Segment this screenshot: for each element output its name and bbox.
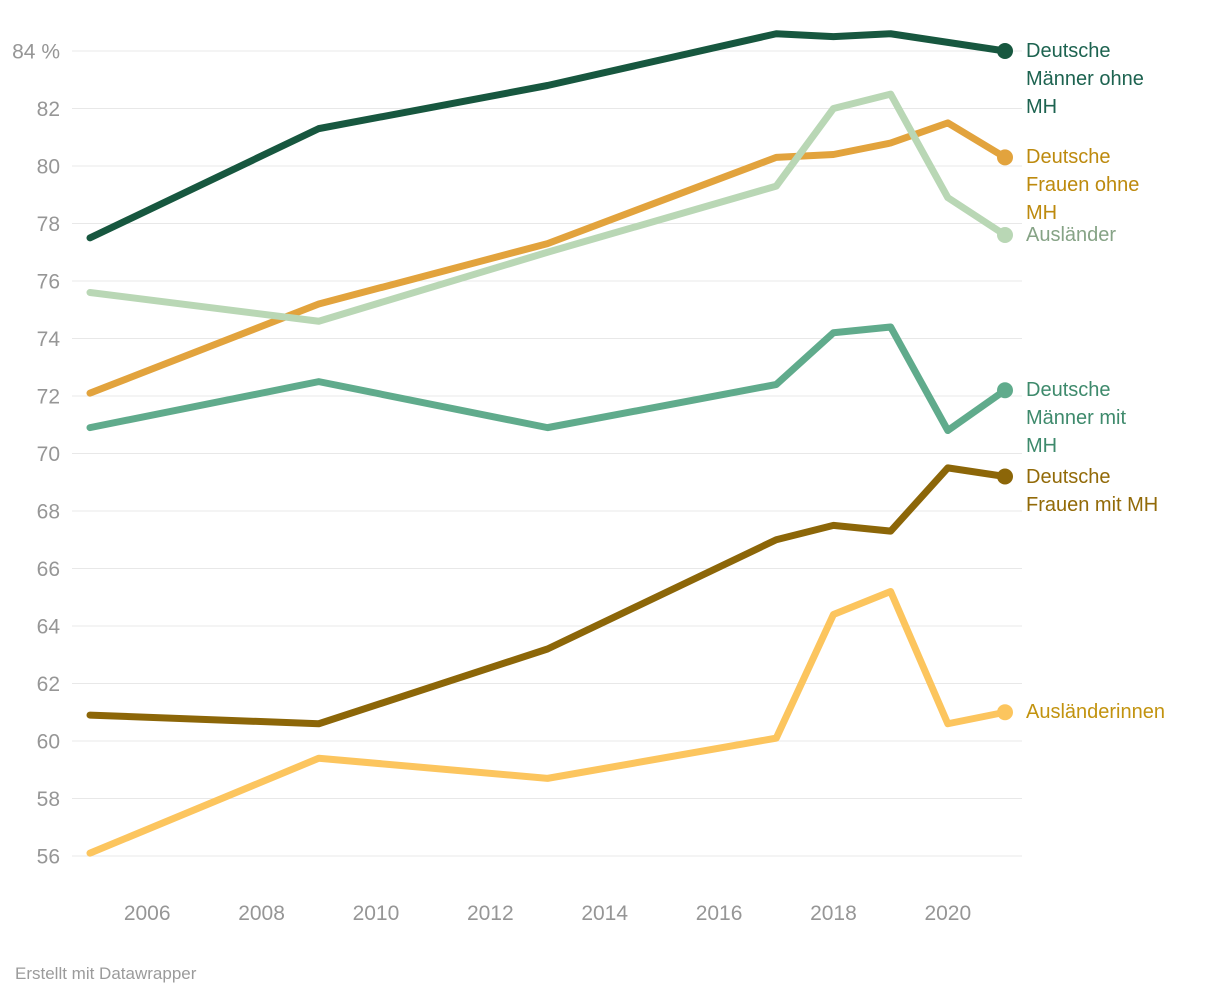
- legend-label-line: Deutsche: [1026, 379, 1111, 402]
- legend-label-line: MH: [1026, 435, 1058, 458]
- series-line-deutsche-maenner-mit-mh[interactable]: [86, 323, 1009, 434]
- series-endpoint-deutsche-frauen-mit-mh[interactable]: [997, 468, 1013, 485]
- y-axis-tick-label: 72: [37, 386, 60, 409]
- y-axis-tick-label: 74: [37, 328, 61, 351]
- series-endpoint-deutsche-frauen-ohne-mh[interactable]: [997, 149, 1013, 166]
- series-line-deutsche-frauen-ohne-mh[interactable]: [86, 119, 1009, 397]
- y-axis-tick-label: 80: [37, 156, 60, 179]
- series-line-deutsche-maenner-ohne-mh[interactable]: [86, 30, 1009, 242]
- series-endpoint-auslaenderinnen[interactable]: [997, 704, 1013, 721]
- legend-label-deutsche-maenner-mit-mh: Deutsche Männer mit MH: [1026, 376, 1126, 460]
- x-axis-tick-label-2006: 2006: [124, 902, 171, 925]
- legend-label-line: Deutsche: [1026, 465, 1111, 488]
- y-axis-tick-label: 76: [37, 271, 60, 294]
- x-axis-tick-label-2020: 2020: [924, 902, 971, 925]
- legend-label-line: Männer ohne: [1026, 68, 1144, 90]
- y-axis-tick-label: 78: [37, 213, 60, 236]
- legend-label-deutsche-maenner-ohne-mh: Deutsche Männer ohne MH: [1026, 37, 1144, 121]
- y-axis-tick-label: 60: [37, 731, 60, 754]
- series-endpoint-deutsche-maenner-mit-mh[interactable]: [997, 382, 1013, 399]
- y-axis-tick-label: 62: [37, 673, 60, 696]
- x-axis-tick-label-2008: 2008: [238, 902, 285, 925]
- legend-label-auslaender: Ausländer: [1026, 221, 1116, 249]
- legend-label-line: Deutsche: [1026, 146, 1111, 169]
- y-axis-tick-label: 68: [37, 501, 60, 524]
- y-axis-tick-label: 84 %: [12, 41, 60, 64]
- attribution: Erstellt mit Datawrapper: [15, 964, 197, 983]
- legend-label-line: Ausländer: [1026, 224, 1117, 246]
- x-axis-tick-label-2014: 2014: [581, 902, 628, 925]
- y-axis-tick-label: 64: [37, 616, 61, 639]
- legend-label-line: Männer mit: [1026, 407, 1127, 430]
- series-line-auslaender[interactable]: [86, 90, 1009, 325]
- x-axis-tick-label-2010: 2010: [353, 902, 400, 925]
- series-endpoint-auslaender[interactable]: [997, 227, 1013, 243]
- legend-label-line: Frauen mit MH: [1026, 493, 1159, 516]
- y-axis-tick-label: 66: [37, 558, 60, 581]
- legend-label-auslaenderinnen: Ausländerinnen: [1026, 698, 1165, 726]
- series-line-deutsche-frauen-mit-mh[interactable]: [86, 464, 1009, 728]
- legend-label-line: Deutsche: [1026, 40, 1111, 62]
- legend-label-line: MH: [1026, 202, 1058, 225]
- x-axis-tick-label-2016: 2016: [696, 902, 743, 925]
- x-axis-tick-label-2018: 2018: [810, 902, 857, 925]
- y-axis-tick-label: 82: [37, 98, 60, 121]
- legend-label-line: MH: [1026, 96, 1058, 118]
- legend-label-line: Frauen ohne: [1026, 174, 1140, 197]
- y-axis-tick-label: 70: [37, 443, 60, 466]
- legend-label-deutsche-frauen-mit-mh: Deutsche Frauen mit MH: [1026, 463, 1158, 519]
- series-line-auslaenderinnen[interactable]: [86, 588, 1009, 857]
- x-axis-tick-label-2012: 2012: [467, 902, 514, 925]
- legend-label-deutsche-frauen-ohne-mh: Deutsche Frauen ohne MH: [1026, 143, 1139, 227]
- y-axis-tick-label: 56: [37, 846, 60, 869]
- legend-label-line: Ausländerinnen: [1026, 701, 1165, 724]
- series-endpoint-deutsche-maenner-ohne-mh[interactable]: [997, 43, 1013, 59]
- y-axis-tick-label: 58: [37, 788, 60, 811]
